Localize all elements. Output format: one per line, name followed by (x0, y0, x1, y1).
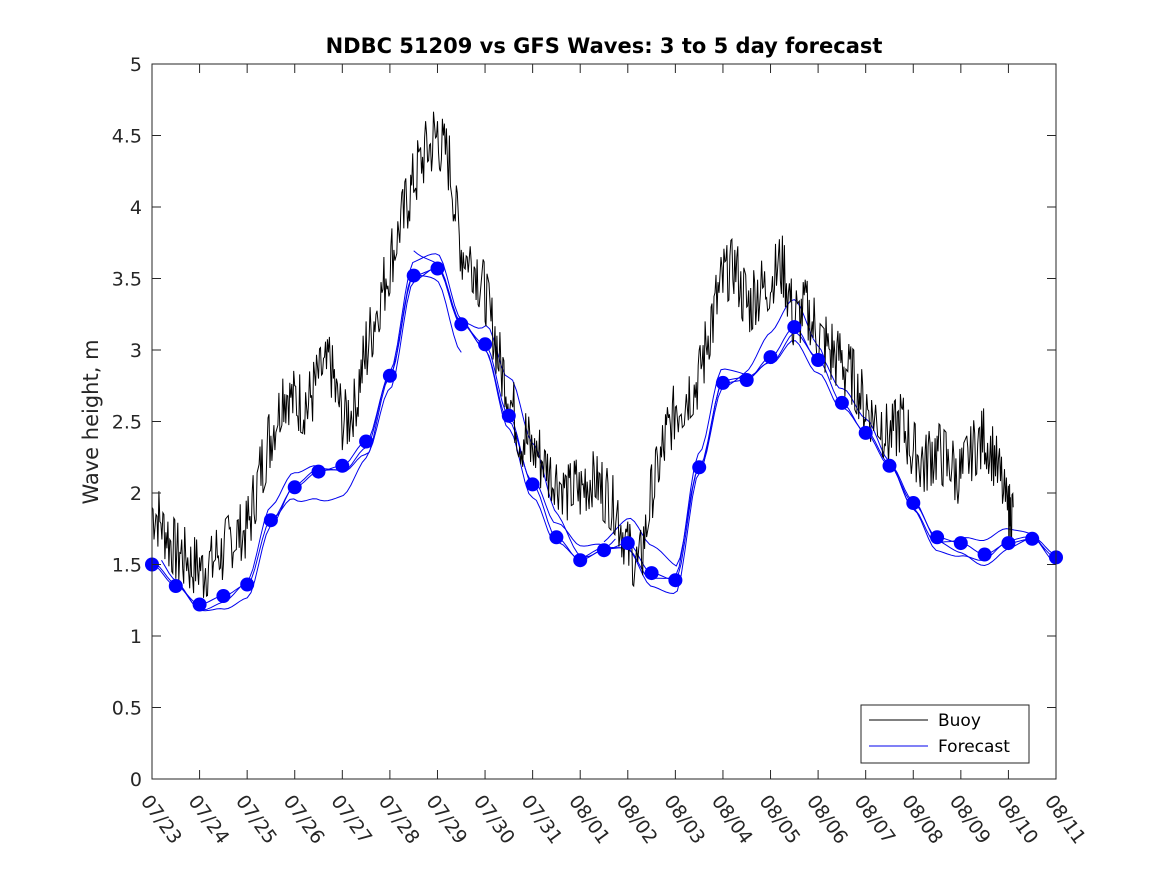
y-tick-label: 1.5 (112, 555, 142, 577)
forecast-point (335, 458, 350, 473)
legend-box (860, 704, 1030, 764)
legend-label-buoy: Buoy (938, 711, 981, 731)
forecast-point (930, 530, 945, 545)
y-axis: 0 0.5 1 1.5 2 2.5 3 3.5 4 4.5 5 (112, 54, 1056, 791)
forecast-point (668, 573, 683, 588)
forecast-point (311, 464, 326, 479)
forecast-point (763, 350, 778, 365)
y-tick-label: 3.5 (112, 269, 142, 291)
forecast-point (597, 543, 611, 558)
forecast-point (382, 368, 397, 383)
forecast-point (882, 458, 897, 473)
y-tick-label: 4 (130, 197, 142, 219)
forecast-point (263, 513, 278, 528)
forecast-point (192, 597, 207, 612)
legend: Buoy Forecast (860, 704, 1030, 764)
forecast-point (1001, 536, 1016, 551)
forecast-point (811, 353, 826, 367)
y-axis-label: Wave height, m (79, 339, 103, 504)
y-tick-label: 3 (130, 340, 142, 362)
forecast-point (168, 579, 183, 593)
buoy-line (151, 111, 1014, 598)
forecast-point (549, 530, 564, 545)
forecast-point (525, 477, 540, 492)
y-tick-label: 2.5 (112, 412, 142, 434)
forecast-point (406, 268, 421, 283)
legend-label-forecast: Forecast (938, 737, 1010, 757)
forecast-point (644, 566, 659, 581)
forecast-point (858, 425, 873, 440)
forecast-point (359, 434, 374, 449)
buoy-layer (151, 111, 1014, 598)
forecast-point (834, 395, 849, 410)
forecast-point (240, 577, 255, 592)
chart-title: NDBC 51209 vs GFS Waves: 3 to 5 day fore… (326, 34, 883, 58)
forecast-point (906, 496, 921, 510)
y-tick-label: 2 (130, 483, 142, 505)
forecast-point (287, 480, 302, 495)
forecast-point (454, 317, 469, 332)
forecast-point (216, 589, 231, 603)
forecast-point (478, 337, 493, 352)
forecast-point (430, 261, 445, 276)
forecast-point (501, 408, 516, 423)
y-tick-label: 5 (130, 54, 142, 76)
y-tick-label: 0.5 (112, 698, 142, 720)
forecast-run-line (270, 274, 462, 520)
forecast-point (620, 536, 635, 551)
forecast-point (573, 553, 588, 568)
forecast-point (953, 536, 968, 551)
forecast-point (787, 320, 802, 335)
forecast-point (692, 460, 707, 475)
forecast-point (715, 375, 730, 390)
forecast-point (977, 547, 992, 562)
y-tick-label: 1 (130, 626, 142, 648)
forecast-point (739, 373, 754, 387)
y-tick-label: 4.5 (112, 126, 142, 148)
y-tick-label: 0 (130, 769, 142, 791)
forecast-point (1025, 531, 1040, 546)
